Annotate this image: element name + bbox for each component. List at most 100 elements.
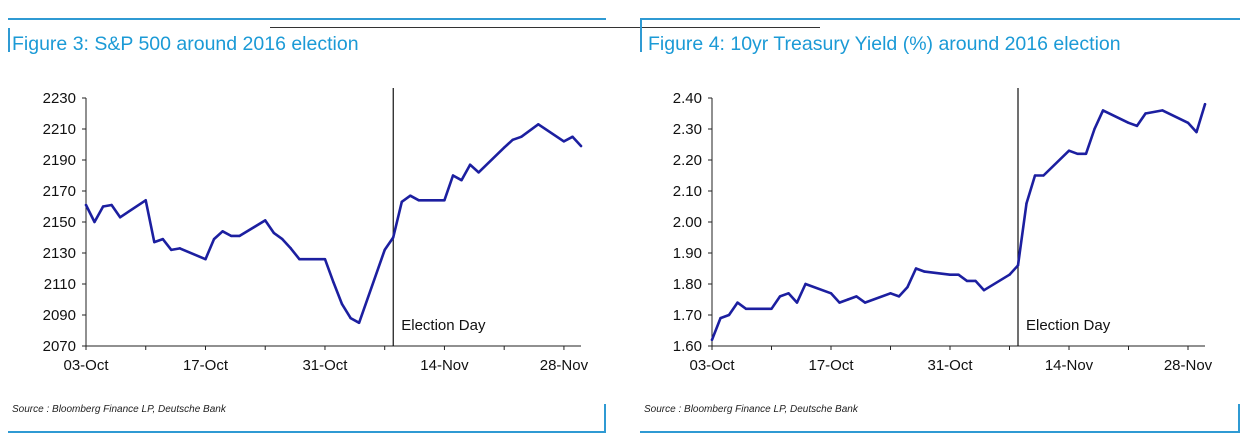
x-tick-label: 03-Oct [689,357,735,374]
data-point [579,144,583,148]
data-point [855,295,858,298]
data-point [957,273,960,276]
chart-title: Figure 4: 10yr Treasury Yield (%) around… [648,33,1121,55]
election-day-label: Election Day [1026,317,1111,334]
data-point [1144,112,1147,115]
data-point [417,199,421,202]
data-point [212,237,216,241]
data-point [281,237,284,241]
data-point [537,123,540,126]
data-point [1203,103,1207,106]
data-point [272,231,275,235]
data-point [787,292,790,295]
data-point [897,295,901,298]
y-tick-label: 1.70 [673,307,702,324]
data-point [357,321,361,324]
election-day-label: Election Day [401,317,486,334]
data-point [948,273,952,276]
x-tick-label: 14-Nov [1045,357,1094,374]
data-point [1008,273,1011,276]
figure-4-panel: Figure 4: 10yr Treasury Yield (%) around… [628,0,1247,448]
data-point [229,234,233,238]
y-tick-label: 2070 [43,338,76,355]
y-tick-label: 2130 [43,245,76,262]
data-point [1042,174,1045,177]
data-point [1135,124,1139,128]
data-point [974,279,977,283]
data-point [710,338,714,341]
bottom-rule [8,431,606,433]
top-rule [8,18,606,20]
data-point [1093,127,1096,131]
top-rule [640,18,1240,20]
data-point [101,205,105,208]
data-point [110,203,113,207]
y-tick-label: 2210 [43,121,76,138]
x-tick-label: 03-Oct [63,357,109,374]
bottom-right-bar [1238,404,1240,433]
y-tick-label: 1.60 [673,338,702,355]
data-point [221,230,224,233]
data-point [332,281,335,284]
title-bar [640,18,642,52]
y-tick-label: 2190 [43,152,76,169]
data-point [778,295,782,298]
data-point [1186,121,1190,125]
data-point [889,292,892,295]
source-note: Source : Bloomberg Finance LP, Deutsche … [644,404,858,415]
data-point [93,220,96,224]
data-point [161,237,165,241]
data-point [392,236,395,239]
x-tick-label: 14-Nov [420,357,469,374]
x-tick-label: 31-Oct [302,357,348,374]
data-point [170,248,173,252]
series-line [84,123,583,325]
data-point [238,234,241,238]
data-point [178,247,182,250]
data-point [1195,130,1198,134]
y-tick-label: 2.30 [673,121,702,138]
data-point [349,316,352,320]
y-tick-label: 1.80 [673,276,702,293]
data-point [400,200,403,204]
title-bar [8,28,10,52]
y-tick-label: 1.90 [673,245,702,262]
data-point [84,203,88,207]
data-point [409,194,412,197]
chart-title: Figure 3: S&P 500 around 2016 election [12,33,359,55]
data-point [1076,152,1079,155]
data-point [906,285,909,289]
data-point [144,199,147,202]
data-point [1127,121,1130,125]
y-tick-label: 2.20 [673,152,702,169]
data-point [982,289,986,292]
data-point [118,216,122,219]
divider-rule [270,27,820,28]
data-point [1161,109,1164,112]
data-point [804,282,807,286]
data-point [153,240,156,244]
treasury-yield-chart: 2.40 2.30 2.20 2.10 2.00 1.90 1.80 1.70 1.60 03-O… [673,88,1213,374]
x-tick-label: 28-Nov [540,357,589,374]
data-point [477,171,480,174]
data-point [846,298,850,301]
bottom-rule [640,431,1240,433]
data-point [511,138,514,142]
y-tick-label: 2150 [43,214,76,231]
data-point [1084,152,1088,155]
data-point [468,163,472,166]
data-point [298,258,301,261]
data-point [340,302,344,306]
data-point [383,248,386,252]
data-point [451,174,455,177]
data-point [443,199,446,202]
data-point [795,301,799,304]
data-point [204,258,207,261]
data-point [289,247,293,250]
data-point [719,316,722,320]
x-tick-label: 28-Nov [1164,357,1213,374]
data-point [264,219,267,222]
data-point [1025,202,1028,205]
source-note: Source : Bloomberg Finance LP, Deutsche … [12,404,226,415]
sp500-chart: 2230 2210 2190 2170 2150 2130 2110 2090 2070 03-O… [43,88,589,374]
